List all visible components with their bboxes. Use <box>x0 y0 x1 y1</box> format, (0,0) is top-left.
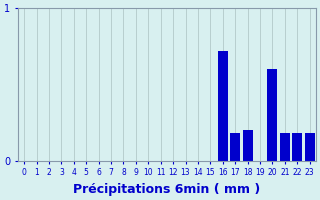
X-axis label: Précipitations 6min ( mm ): Précipitations 6min ( mm ) <box>73 183 260 196</box>
Bar <box>230 133 240 161</box>
Bar <box>280 133 290 161</box>
Bar <box>268 69 277 161</box>
Bar <box>243 130 252 161</box>
Bar <box>292 133 302 161</box>
Bar <box>305 133 315 161</box>
Bar <box>218 51 228 161</box>
